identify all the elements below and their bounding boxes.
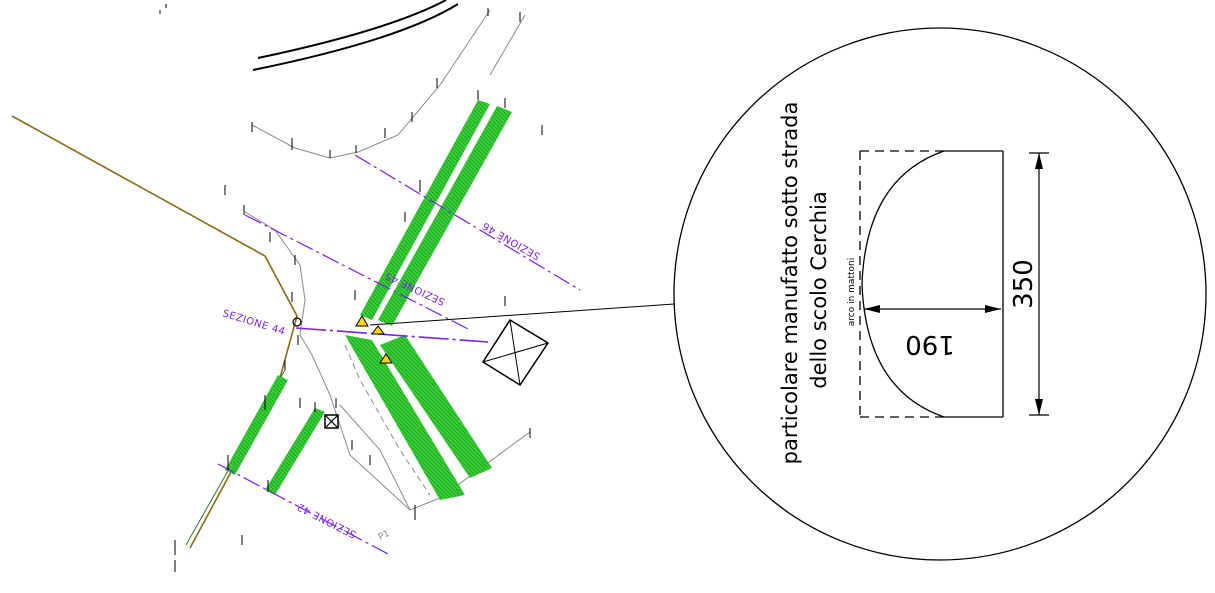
survey-line-right <box>489 14 526 76</box>
marker-triangle-1 <box>355 315 369 327</box>
detail-title-line2: dello scolo Cerchia <box>807 191 831 388</box>
height-dimension-value: 350 <box>1009 259 1039 309</box>
boxed-x-symbol-small <box>324 414 339 429</box>
road-arc-outer <box>252 3 459 71</box>
survey-line-left <box>244 211 411 511</box>
diamond-x-symbol <box>481 318 550 387</box>
culvert-detail <box>859 150 1004 418</box>
point-label-p1: P1 <box>377 529 391 543</box>
section-line-42 <box>217 463 391 556</box>
marker-triangle-3 <box>379 353 393 364</box>
section-line-46 <box>354 154 581 291</box>
channel-side-left <box>225 375 288 475</box>
detail-leader-line <box>369 303 675 326</box>
marker-circle <box>292 317 302 327</box>
channel-side-right <box>265 408 325 495</box>
road-arc-inner <box>257 0 447 59</box>
channel-lower-left <box>345 335 465 500</box>
detail-title-line1: particolare manufatto sotto strada <box>778 102 802 465</box>
survey-line-mid <box>344 344 431 496</box>
width-dimension <box>864 305 1001 313</box>
marker-triangle-2 <box>371 325 385 335</box>
section-label-46: SEZIONE 46 <box>481 219 543 261</box>
width-dimension-value: 190 <box>905 329 955 359</box>
survey-points <box>159 4 543 572</box>
section-line-45 <box>244 214 471 331</box>
section-label-44: SEZIONE 44 <box>221 308 286 338</box>
height-dimension <box>1029 152 1049 416</box>
section-label-42: SEZIONE 42 <box>295 500 358 539</box>
channel-upper-right <box>378 106 512 326</box>
detail-circle <box>673 27 1207 561</box>
survey-line-top <box>251 9 491 159</box>
arch-note: arco in mattoni <box>847 258 857 326</box>
channel-upper-left <box>360 100 490 320</box>
channel-lower-right <box>380 335 492 478</box>
section-line-44 <box>295 327 489 343</box>
